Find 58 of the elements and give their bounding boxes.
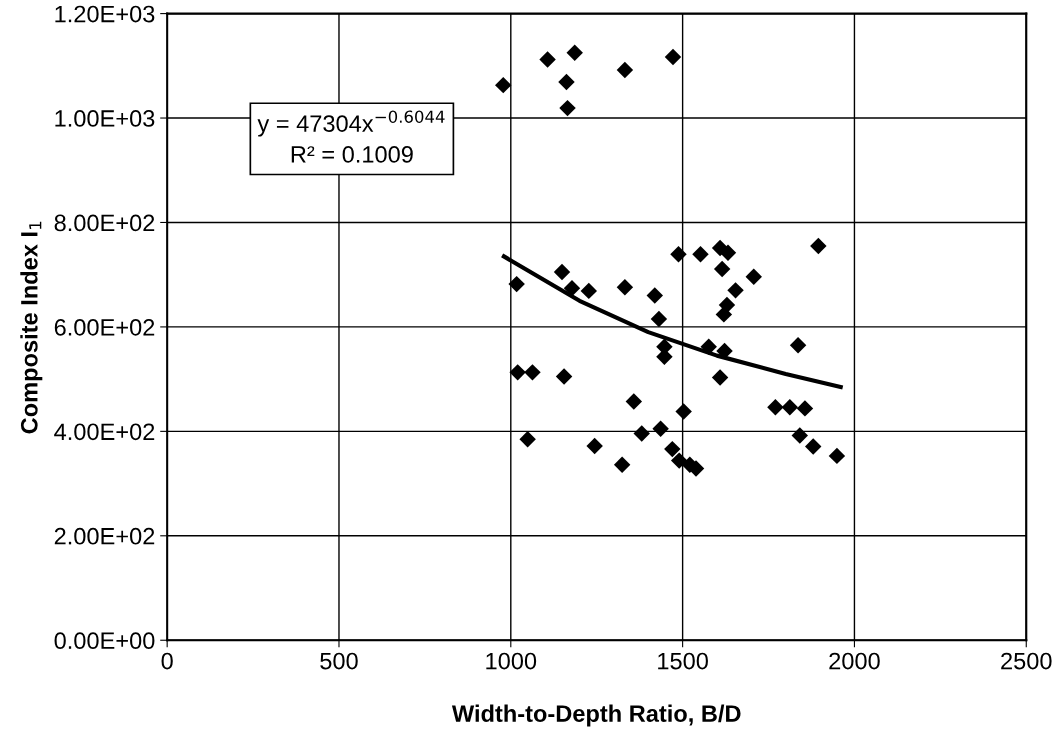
point (670, 246, 687, 263)
point (796, 400, 814, 417)
point (675, 403, 692, 420)
x-tick-label: 1500 (658, 652, 708, 670)
point (664, 48, 682, 66)
annotation: y = 47304x$^{−0.6044}$ (257, 110, 445, 137)
y-tick-label: 6.00E+02 (54, 318, 155, 336)
y-tick-label: 1.20E+03 (55, 5, 155, 23)
point (745, 268, 762, 285)
y-tick-label: 0.00E+00 (54, 632, 155, 650)
point (539, 51, 556, 68)
point (828, 447, 846, 465)
point (727, 282, 744, 299)
point (586, 437, 603, 455)
point (519, 430, 536, 448)
x-tick-label: 500 (320, 652, 358, 670)
point (553, 263, 571, 281)
point (810, 237, 827, 255)
point (781, 399, 799, 416)
point (715, 306, 733, 323)
point (558, 73, 575, 91)
x-tick-label: 2500 (1001, 652, 1052, 670)
point (616, 279, 634, 296)
point (509, 364, 526, 381)
point (633, 425, 650, 442)
y-tick-label: 1.00E+03 (55, 110, 155, 127)
annotation: R² = 0.1009 (291, 146, 413, 163)
point (804, 438, 822, 455)
point (670, 452, 688, 469)
point (719, 244, 737, 261)
x-tick-label: 1000 (486, 652, 537, 670)
point (559, 99, 576, 117)
x-tick-label: 2000 (829, 652, 880, 670)
y-tick-label: 4.00E+02 (54, 423, 155, 441)
point (692, 246, 709, 263)
point (495, 76, 512, 94)
y-axis-title: Composite Index I$_{1}$ (20, 221, 43, 434)
point (625, 393, 643, 410)
point (566, 44, 583, 61)
point (613, 456, 631, 473)
point (555, 368, 573, 385)
x-axis-title: Width-to-Depth Ratio, B/D (451, 704, 741, 727)
point (646, 287, 663, 304)
point (616, 61, 634, 79)
point (789, 336, 807, 354)
point (664, 440, 681, 458)
x-tick-label: 0 (161, 652, 173, 670)
point (711, 369, 729, 386)
point (650, 310, 668, 328)
point (652, 420, 669, 437)
point (791, 427, 809, 444)
point (713, 260, 731, 278)
point (524, 364, 541, 381)
point (508, 275, 525, 293)
y-tick-label: 2.00E+02 (54, 527, 155, 545)
point (767, 399, 784, 416)
point (580, 282, 598, 300)
y-tick-label: 8.00E+02 (54, 214, 155, 232)
